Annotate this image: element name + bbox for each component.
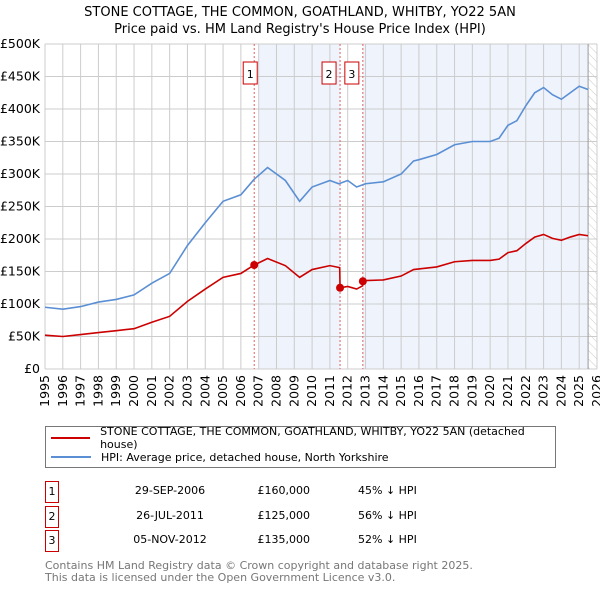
y-tick-label: £200K [0,231,41,246]
legend-label: HPI: Average price, detached house, Nort… [101,450,389,464]
sale-price: £125,000 [257,509,311,522]
x-tick-label: 2017 [429,375,444,407]
x-tick-label: 2014 [375,375,390,407]
sale-point [250,261,259,269]
x-tick-label: 2009 [286,375,301,407]
y-tick-label: £300K [0,166,41,181]
x-tick-label: 2011 [322,375,337,407]
sale-hpi-diff: 56% ↓ HPI [358,509,417,522]
x-tick-label: 2013 [358,375,373,407]
x-tick-label: 2012 [340,375,355,407]
chart-subtitle: Price paid vs. HM Land Registry's House … [114,22,486,37]
sale-row: 2 26-JUL-2011 £125,000 56% ↓ HPI [45,506,545,528]
red-line-swatch [51,437,91,439]
x-tick-label: 1998 [90,375,105,407]
x-tick-label: 2018 [447,375,462,407]
sale-label: 1 [247,68,254,81]
footer-copyright: Contains HM Land Registry data © Crown c… [45,559,473,572]
legend-label: STONE COTTAGE, THE COMMON, GOATHLAND, WH… [100,425,525,451]
sale-label: 2 [326,68,333,81]
x-tick-label: 2024 [553,375,568,407]
sale-row: 3 05-NOV-2012 £135,000 52% ↓ HPI [45,530,545,552]
sale-marker-badge: 1 [45,481,59,503]
y-tick-label: £500K [0,36,41,51]
y-tick-label: £100K [0,296,41,311]
x-tick-label: 1996 [55,375,70,407]
x-tick-label: 2025 [571,375,586,407]
sale-label-box [242,61,258,85]
x-tick-label: 2016 [411,375,426,407]
sale-row: 1 29-SEP-2006 £160,000 45% ↓ HPI [45,481,545,503]
x-tick-label: 2004 [197,375,212,407]
x-tick-label: 2015 [393,375,408,407]
x-tick-label: 2007 [251,375,266,407]
y-tick-label: £0 [24,361,40,376]
legend-item-hpi: HPI: Average price, detached house, Nort… [46,448,389,466]
x-tick-label: 2005 [215,375,230,407]
sale-marker-badge: 3 [45,530,59,552]
sale-price: £160,000 [257,484,311,497]
y-tick-label: £350K [0,134,41,149]
price-chart: STONE COTTAGE, THE COMMON, GOATHLAND, WH… [0,5,600,407]
price-paid-line [44,233,589,338]
sale-price: £135,000 [257,533,311,546]
x-tick-label: 2002 [162,375,177,407]
sale-date: 26-JUL-2011 [136,509,204,522]
sale-point [336,283,345,292]
x-tick-label: 2020 [482,375,497,407]
x-tick-label: 2019 [464,375,479,407]
x-tick-label: 1995 [37,375,52,407]
sale-date: 29-SEP-2006 [134,484,206,497]
sale-label-box [321,61,337,85]
y-tick-label: £250K [0,199,41,214]
x-tick-label: 2000 [126,375,141,407]
x-tick-label: 2026 [589,375,600,407]
sale-marker-badge: 2 [45,506,59,528]
x-tick-label: 2008 [268,375,283,407]
sale-label: 3 [348,68,355,81]
legend: STONE COTTAGE, THE COMMON, GOATHLAND, WH… [45,425,556,468]
legend-item-property: STONE COTTAGE, THE COMMON, GOATHLAND, WH… [46,425,555,451]
sale-label-box [344,61,360,85]
hpi-line [44,85,589,311]
x-tick-label: 1997 [73,375,88,407]
sale-date: 05-NOV-2012 [133,533,207,546]
x-tick-label: 2006 [233,375,248,407]
x-tick-label: 2001 [144,375,159,407]
blue-line-swatch [51,456,91,458]
y-tick-label: £450K [0,69,41,84]
sale-hpi-diff: 45% ↓ HPI [358,484,417,497]
x-tick-label: 2003 [179,375,194,407]
x-tick-label: 2022 [518,375,533,407]
sale-point [358,277,367,286]
y-tick-label: £150K [0,264,41,279]
x-tick-label: 2021 [500,375,515,407]
footer-licence: This data is licensed under the Open Gov… [45,571,396,584]
x-tick-label: 1999 [108,375,123,407]
y-tick-label: £400K [0,101,41,116]
sale-hpi-diff: 52% ↓ HPI [358,533,417,546]
chart-title: STONE COTTAGE, THE COMMON, GOATHLAND, WH… [84,5,516,20]
y-tick-label: £50K [8,329,41,344]
x-tick-label: 2010 [304,375,319,407]
x-tick-label: 2023 [536,375,551,407]
